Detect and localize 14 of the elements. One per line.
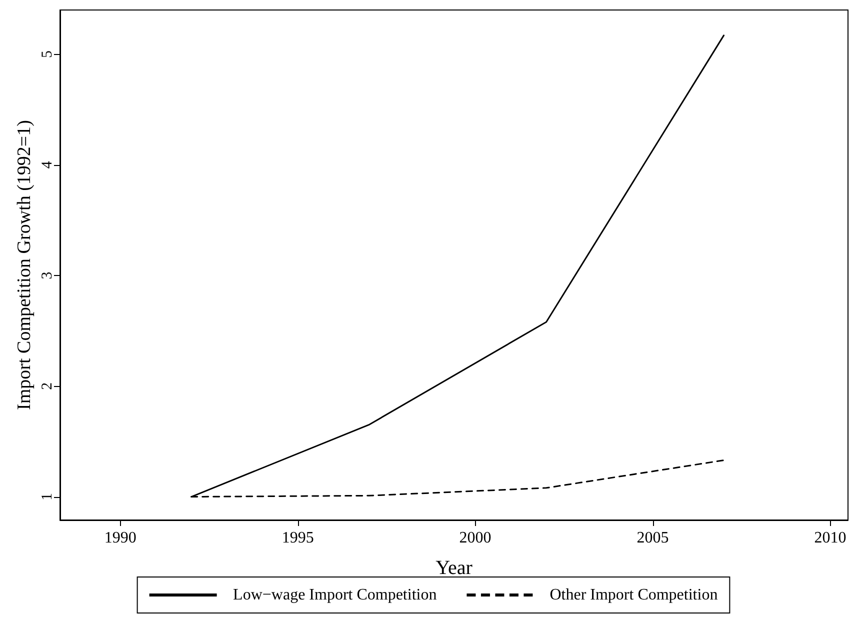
y-tick-label: 1 (40, 493, 56, 501)
x-tick-label: 1995 (282, 530, 314, 546)
y-tick-label: 2 (40, 382, 56, 390)
y-tick-label: 3 (40, 272, 56, 280)
y-tick-label: 5 (40, 50, 56, 58)
y-tick-label: 4 (40, 160, 56, 169)
x-axis-title: Year (436, 557, 473, 579)
x-tick-label: 2005 (636, 530, 669, 546)
y-axis-title: Import Competition Growth (1992=1) (14, 120, 35, 410)
x-tick-label: 1990 (104, 530, 136, 546)
legend-label: Other Import Competition (550, 586, 718, 604)
x-tick-label: 2010 (814, 530, 846, 546)
legend-label: Low−wage Import Competition (233, 586, 437, 604)
x-tick-label: 2000 (459, 530, 492, 546)
